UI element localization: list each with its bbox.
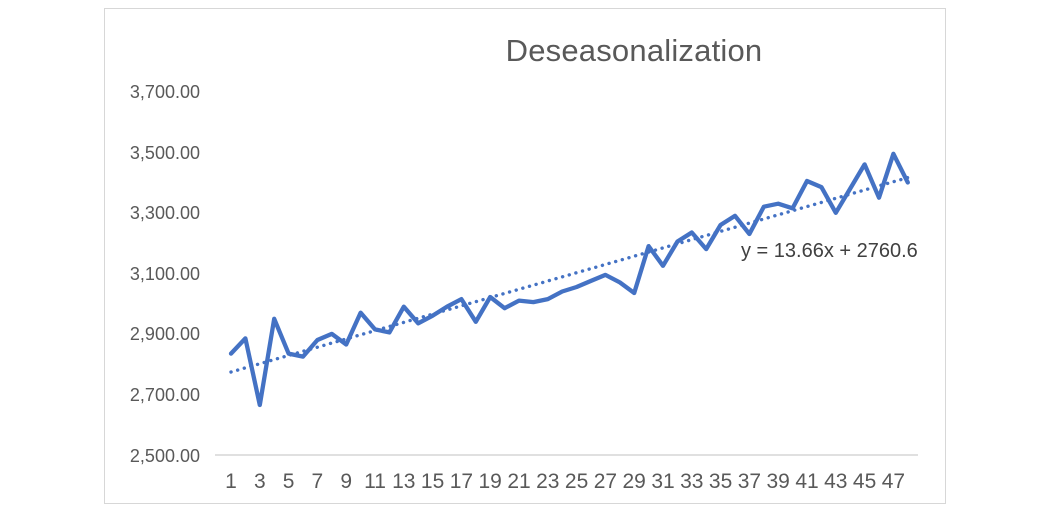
- chart-frame[interactable]: Deseasonalization: [104, 8, 946, 504]
- x-tick-label: 17: [449, 470, 474, 493]
- x-tick-label: 39: [766, 470, 790, 493]
- x-tick-label: 27: [593, 470, 618, 493]
- x-tick-label: 7: [311, 470, 324, 493]
- trendline-dotted: [229, 175, 910, 374]
- x-tick-label: 11: [364, 470, 386, 493]
- x-tick-label: 29: [622, 470, 646, 493]
- x-tick-label: 13: [392, 470, 416, 493]
- y-tick-label: 2,900.00: [129, 324, 200, 345]
- trendline-equation-label: y = 13.66x + 2760.6: [741, 240, 918, 262]
- x-tick-label: 33: [680, 470, 704, 493]
- y-tick-label: 3,500.00: [129, 142, 200, 163]
- x-tick-label: 1: [225, 470, 237, 493]
- x-tick-label: 31: [651, 470, 675, 493]
- chart-title: Deseasonalization: [505, 33, 763, 68]
- x-tick-label: 23: [536, 470, 560, 493]
- x-tick-label: 25: [564, 470, 589, 493]
- x-tick-label: 3: [253, 470, 266, 493]
- x-tick-label: 21: [507, 470, 531, 493]
- y-tick-label: 3,300.00: [129, 203, 200, 224]
- x-tick-label: 43: [824, 470, 848, 493]
- x-tick-label: 15: [420, 470, 445, 493]
- y-tick-label: 3,700.00: [129, 82, 200, 103]
- x-tick-label: 9: [340, 470, 353, 493]
- x-tick-label: 35: [708, 470, 733, 493]
- x-tick-label: 37: [737, 470, 762, 493]
- y-tick-label: 2,500.00: [129, 445, 200, 466]
- series-line: [228, 151, 910, 408]
- y-tick-label: 2,700.00: [129, 384, 200, 405]
- x-tick-label: 47: [881, 470, 906, 493]
- x-tick-label: 19: [478, 470, 502, 493]
- x-tick-label: 5: [282, 470, 295, 493]
- y-tick-label: 3,100.00: [129, 263, 200, 284]
- x-tick-label: 41: [795, 470, 819, 493]
- x-tick-label: 45: [852, 470, 877, 493]
